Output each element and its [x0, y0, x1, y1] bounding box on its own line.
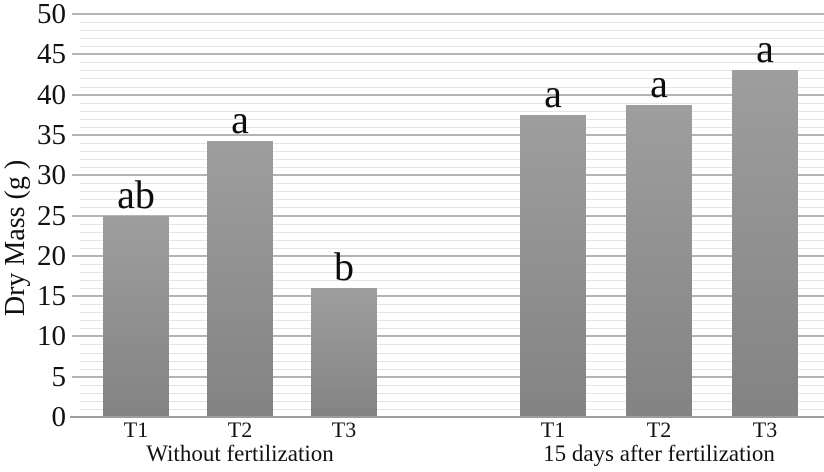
- minor-gridline: [80, 78, 824, 80]
- y-tick-label: 0: [51, 401, 67, 433]
- minor-gridline: [80, 239, 824, 241]
- minor-gridline: [80, 360, 824, 362]
- bar-t1-group0: ab T1: [103, 174, 169, 441]
- category-label: T1: [123, 417, 149, 442]
- major-gridline: [72, 133, 824, 136]
- minor-gridline: [80, 142, 824, 144]
- minor-gridline: [80, 288, 824, 290]
- y-tick-label: 5: [51, 360, 67, 393]
- significance-letter: a: [544, 70, 562, 116]
- major-gridline: [72, 174, 824, 177]
- major-gridline: [72, 254, 824, 257]
- plot-area: ab T1 a T2 b T3 a T1 a T2 a T3: [70, 13, 824, 441]
- y-tick-label: 25: [37, 199, 66, 232]
- minor-gridline: [80, 344, 824, 346]
- minor-gridline: [80, 392, 824, 394]
- minor-gridline: [80, 159, 824, 161]
- minor-gridline: [80, 70, 824, 72]
- minor-gridline: [80, 408, 824, 410]
- major-gridline: [72, 214, 824, 217]
- minor-gridline: [80, 199, 824, 201]
- minor-gridline: [80, 22, 824, 24]
- minor-gridline: [80, 247, 824, 249]
- minor-gridline: [80, 191, 824, 193]
- minor-gridline: [80, 279, 824, 281]
- bar-t2-group1: a T2: [626, 64, 692, 441]
- minor-gridline: [80, 384, 824, 386]
- y-tick-label: 10: [37, 320, 66, 353]
- major-gridline: [72, 93, 824, 96]
- minor-gridline: [80, 46, 824, 48]
- major-gridline: [72, 375, 824, 378]
- minor-gridline: [80, 271, 824, 273]
- minor-gridline: [80, 368, 824, 370]
- significance-letter: a: [756, 26, 774, 72]
- minor-gridline: [80, 62, 824, 64]
- minor-gridline: [80, 304, 824, 306]
- significance-letter: b: [334, 244, 354, 290]
- significance-letter: ab: [117, 171, 155, 217]
- significance-letter: a: [650, 61, 668, 107]
- minor-gridline: [80, 151, 824, 153]
- y-tick-label: 45: [37, 38, 66, 71]
- minor-gridline: [80, 110, 824, 112]
- minor-gridline: [80, 263, 824, 265]
- minor-gridline: [80, 312, 824, 314]
- y-tick-label: 35: [37, 118, 66, 151]
- group-label: Without fertilization: [146, 441, 334, 466]
- bar-group-without-fertilization: ab T1 a T2 b T3: [103, 14, 377, 441]
- y-tick-label: 15: [37, 280, 66, 313]
- minor-gridline: [80, 320, 824, 322]
- minor-gridline: [80, 352, 824, 354]
- significance-letter: a: [231, 96, 249, 142]
- bar-t3-group0: b T3: [311, 247, 377, 441]
- category-label: T2: [646, 417, 672, 442]
- minor-gridline: [80, 38, 824, 40]
- bar-group-15-days-after-fertilization: a T1 a T2 a T3: [520, 14, 798, 441]
- y-tick-label: 50: [37, 0, 66, 30]
- bar-t3-group1: a T3: [732, 29, 798, 441]
- major-gridline: [72, 53, 824, 56]
- bar-t1-group1: a T1: [520, 73, 586, 441]
- y-tick-label: 20: [37, 239, 66, 272]
- category-label: T1: [540, 417, 566, 442]
- major-gridline: [72, 335, 824, 338]
- minor-gridline: [80, 102, 824, 104]
- category-label: T2: [227, 417, 253, 442]
- major-gridline: [72, 295, 824, 298]
- category-label: T3: [752, 417, 778, 442]
- minor-gridline: [80, 118, 824, 120]
- minor-gridline: [80, 183, 824, 185]
- y-axis-tick-labels: 0 5 10 15 20 25 30 35 40 45 50: [0, 0, 67, 432]
- bar-t2-group0: a T2: [207, 99, 273, 441]
- minor-gridline: [80, 86, 824, 88]
- minor-gridline: [80, 223, 824, 225]
- y-tick-label: 40: [37, 78, 66, 111]
- group-label: 15 days after fertilization: [543, 441, 775, 466]
- major-gridline: [72, 13, 824, 15]
- y-tick-label: 30: [37, 159, 66, 192]
- minor-gridline: [80, 126, 824, 128]
- x-axis-line: [70, 416, 824, 418]
- minor-gridline: [80, 207, 824, 209]
- minor-gridline: [80, 30, 824, 32]
- minor-gridline: [80, 231, 824, 233]
- minor-gridline: [80, 167, 824, 169]
- minor-gridline: [80, 400, 824, 402]
- minor-gridline: [80, 328, 824, 330]
- category-label: T3: [331, 417, 357, 442]
